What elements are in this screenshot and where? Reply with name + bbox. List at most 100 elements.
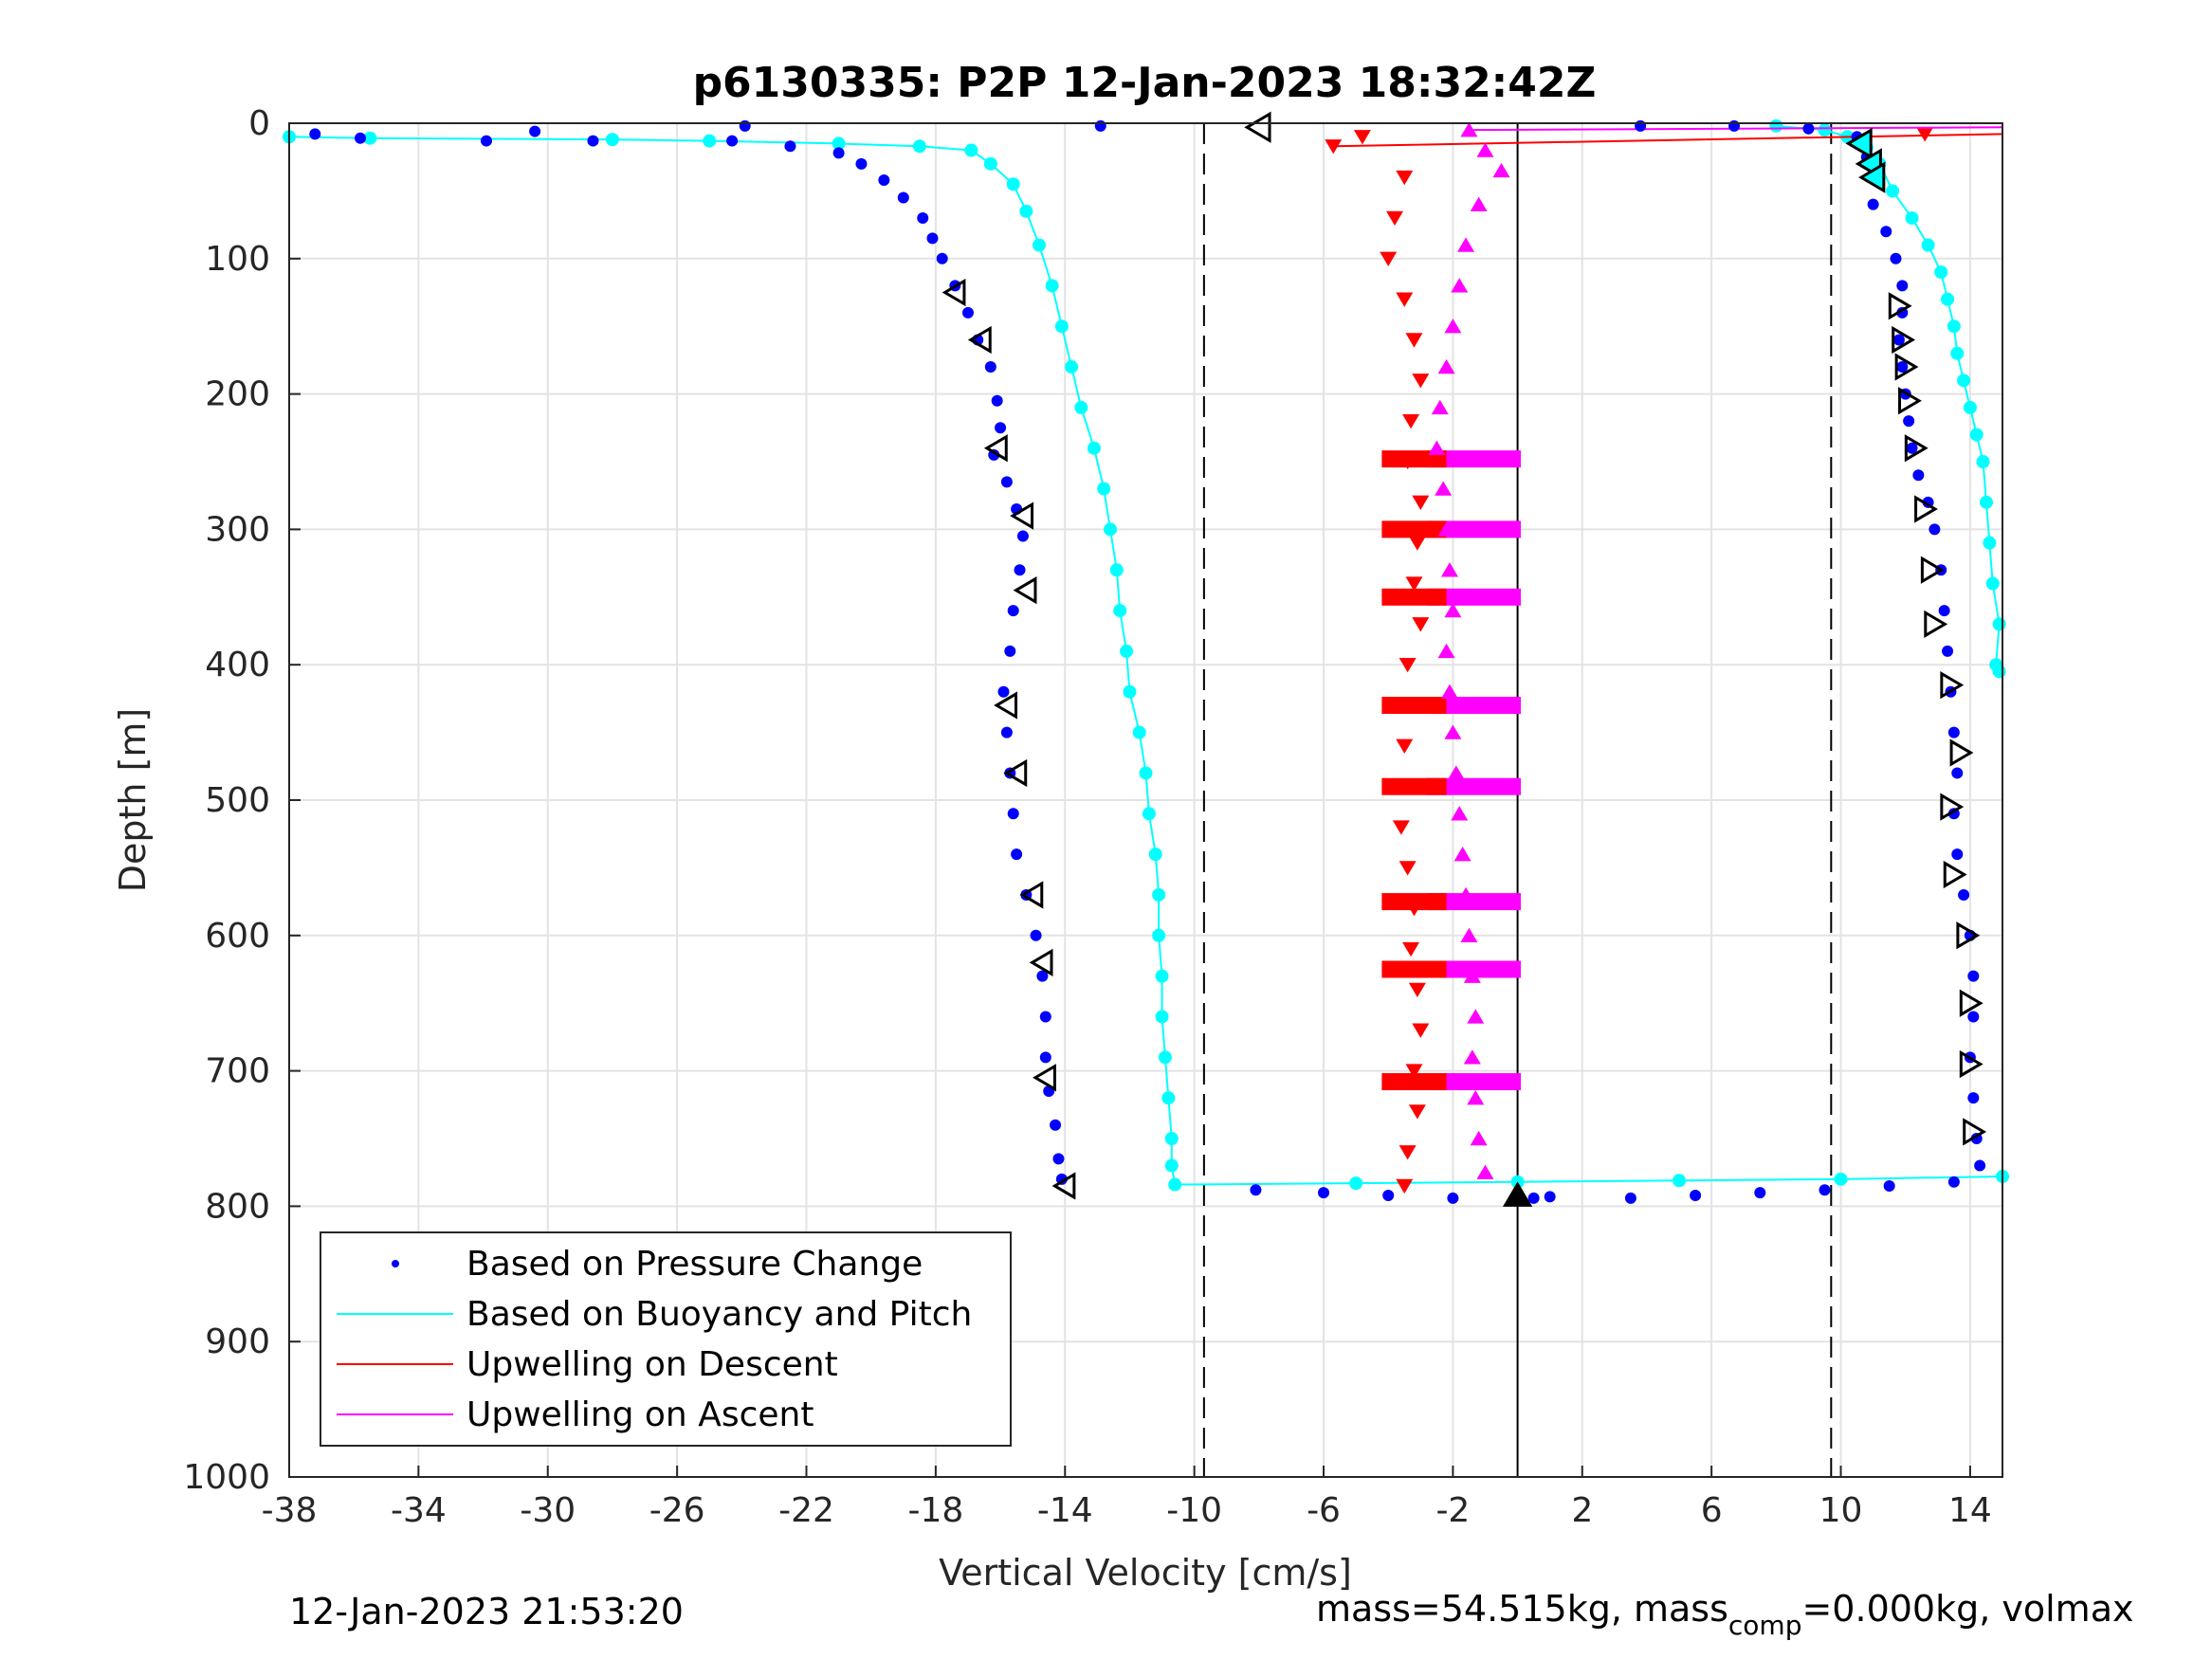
buoyancy-point: [1947, 319, 1961, 334]
black-right-marker: [1920, 556, 1945, 584]
y-tick-label: 200: [205, 375, 270, 414]
descent-marker: [1386, 779, 1404, 794]
buoyancy-point: [1934, 265, 1948, 280]
pressure-point: [926, 232, 939, 245]
black-right-marker: [1959, 1049, 1983, 1079]
ascent-marker: [1444, 724, 1462, 739]
pressure-point: [1903, 415, 1915, 428]
descent-marker: [1398, 454, 1417, 470]
pressure-point: [1912, 469, 1925, 482]
buoyancy-point: [1155, 1010, 1169, 1024]
buoyancy-point: [1921, 238, 1935, 252]
footer-timestamp: 12-Jan-2023 21:53:20: [289, 1591, 684, 1632]
buoyancy-point: [1941, 292, 1955, 306]
pressure-point: [1030, 929, 1042, 941]
pressure-point: [726, 135, 739, 147]
pressure-point: [1974, 1159, 1986, 1172]
buoyancy-point: [1152, 928, 1166, 942]
legend-label-buoyancy: Based on Buoyancy and Pitch: [466, 1295, 972, 1334]
pressure-point: [1958, 888, 1970, 901]
ascent-marker: [1451, 278, 1469, 293]
black-right-marker: [1894, 353, 1919, 381]
ascent-marker: [1444, 319, 1462, 334]
pressure-point: [355, 132, 367, 144]
buoyancy-point: [1164, 1158, 1179, 1173]
legend-box: [320, 1231, 1012, 1447]
buoyancy-point: [1950, 346, 1965, 360]
black-right-marker: [1949, 738, 1974, 767]
buoyancy-point: [1155, 969, 1169, 983]
descent-marker: [1408, 1104, 1426, 1120]
buoyancy-series-line: [288, 136, 2003, 1186]
pressure-point: [1094, 119, 1106, 132]
buoyancy-point: [1113, 604, 1127, 618]
ascent-marker: [1431, 399, 1449, 415]
pressure-point: [1011, 848, 1023, 861]
legend-label-pressure: Based on Pressure Change: [466, 1245, 923, 1284]
pressure-point: [1039, 1011, 1051, 1023]
legend-label-ascent: Upwelling on Ascent: [466, 1395, 814, 1434]
y-tick-label: 0: [248, 104, 270, 143]
black-top-marker: [1845, 127, 1873, 160]
pressure-point: [1690, 1189, 1702, 1201]
ascent-marker: [1428, 440, 1446, 455]
upwelling-band: [1427, 588, 1521, 606]
pressure-point: [997, 685, 1010, 698]
upwelling-band: [1381, 697, 1447, 715]
upwelling-band: [1427, 960, 1521, 978]
black-left-marker: [1010, 501, 1034, 530]
descent-marker: [1408, 536, 1426, 551]
descent-marker: [1396, 170, 1414, 186]
descent-marker: [1380, 251, 1398, 266]
descent-marker: [1408, 982, 1426, 998]
x-tick-label: -18: [907, 1491, 963, 1530]
y-tick-label: 700: [205, 1052, 270, 1091]
buoyancy-point: [1103, 522, 1117, 537]
x-axis-label: Vertical Velocity [cm/s]: [939, 1552, 1352, 1594]
pressure-point: [961, 306, 974, 319]
buoyancy-point: [1979, 495, 1993, 509]
black-right-marker: [1904, 434, 1929, 463]
black-right-marker: [1959, 989, 1983, 1017]
pressure-point: [1016, 530, 1029, 542]
buoyancy-point: [1065, 360, 1079, 374]
pressure-point: [1007, 605, 1019, 617]
pressure-point: [1039, 1051, 1051, 1064]
descent-marker: [1392, 820, 1410, 835]
descent-marker: [1398, 861, 1417, 876]
x-tick-label: -30: [520, 1491, 576, 1530]
buoyancy-point: [1983, 536, 1997, 550]
black-left-marker: [994, 691, 1017, 720]
pressure-point: [1890, 252, 1902, 264]
pressure-point: [1951, 848, 1964, 861]
black-marker-layer: [941, 111, 1987, 1207]
descent-marker: [1405, 333, 1423, 348]
ascent-marker: [1470, 1130, 1488, 1146]
buoyancy-point: [1019, 204, 1033, 218]
pressure-point: [1951, 767, 1964, 779]
pressure-point: [1867, 198, 1879, 210]
descent-marker: [1396, 738, 1414, 754]
pressure-point: [1819, 1184, 1831, 1196]
buoyancy-point: [1006, 177, 1020, 191]
buoyancy-point: [605, 133, 619, 147]
x-tick-label: -2: [1435, 1491, 1470, 1530]
buoyancy-point: [1969, 428, 1983, 442]
pressure-point: [1896, 361, 1909, 374]
buoyancy-point: [1673, 1174, 1687, 1188]
pressure-point: [1004, 645, 1016, 657]
ascent-marker: [1467, 1090, 1485, 1105]
buoyancy-point: [832, 137, 846, 151]
descent-marker: [1325, 139, 1343, 155]
buoyancy-point: [1032, 238, 1046, 252]
buoyancy-point: [983, 156, 997, 171]
reference-lines: [1202, 123, 1833, 1477]
black-right-marker: [1940, 670, 1965, 700]
pressure-point: [917, 211, 929, 224]
descent-marker: [1405, 576, 1423, 592]
buoyancy-point: [1886, 184, 1900, 198]
x-tick-label: -14: [1037, 1491, 1093, 1530]
pressure-point: [1883, 1179, 1895, 1192]
pressure-point: [878, 173, 890, 186]
y-tick-labels: 0 100 200 300 400 500 600 700 800 900 1000: [183, 104, 301, 1497]
